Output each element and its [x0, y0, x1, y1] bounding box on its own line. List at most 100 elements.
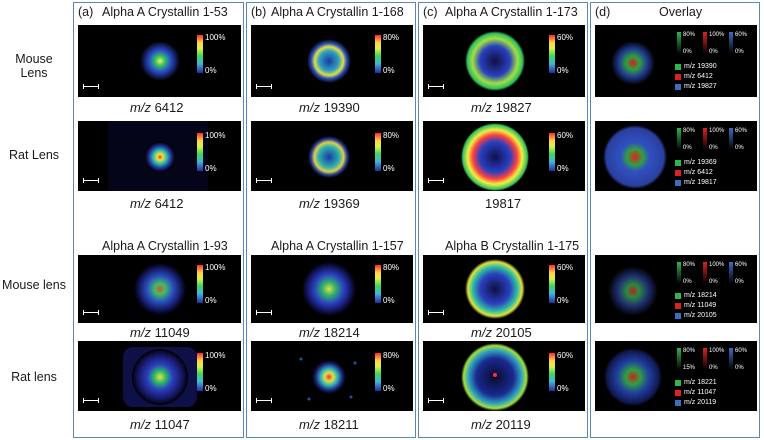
msi-image: 80% 0% [251, 121, 413, 191]
scale-min-label: 0% [557, 66, 569, 75]
scale-bar [256, 310, 272, 315]
scale-label: 0% [709, 49, 718, 55]
panel-title: Alpha A Crystallin 1-93 [102, 239, 228, 253]
scale-min-label: 0% [383, 164, 395, 173]
scale-bar [83, 178, 99, 183]
mz-caption: m/z 6412 [130, 196, 184, 211]
scale-bar [428, 84, 444, 89]
mz-caption: m/z 18214 [299, 325, 360, 340]
color-scale [549, 35, 555, 73]
color-scale [549, 353, 555, 391]
scale-min-label: 0% [205, 164, 217, 173]
scale-bar [428, 398, 444, 403]
scale-label: 0% [735, 279, 744, 285]
legend-item: m/z 19827 [675, 83, 717, 90]
panel-title: Alpha A Crystallin 1-157 [271, 239, 404, 253]
scale-label: 0% [709, 279, 718, 285]
row-label-rat-lens-1: Rat Lens [8, 148, 60, 162]
legend-item: m/z 11047 [675, 389, 716, 396]
color-scale [197, 353, 203, 391]
mz-caption: m/z 19390 [299, 100, 360, 115]
scale-max-label: 100% [205, 263, 226, 272]
scale-min-label: 0% [205, 66, 217, 75]
msi-image: 100% 0% [78, 121, 241, 191]
red-scale [703, 32, 707, 54]
panel-title: Alpha B Crystallin 1-175 [445, 239, 580, 253]
color-scale [549, 133, 555, 171]
color-scale [549, 265, 555, 303]
scale-label: 100% [709, 262, 725, 268]
msi-image: 100% 0% [78, 341, 241, 411]
blue-scale [729, 32, 733, 54]
row-label-rat-lens-2: Rat lens [11, 370, 57, 384]
legend-item: m/z 6412 [675, 169, 713, 176]
color-scale [197, 265, 203, 303]
scale-max-label: 60% [557, 131, 574, 140]
mz-caption: m/z 19369 [299, 196, 360, 211]
scale-label: 60% [735, 348, 748, 354]
panel-title: Overlay [659, 5, 703, 19]
legend-item: m/z 11049 [675, 302, 716, 309]
scale-min-label: 0% [205, 384, 217, 393]
mz-caption: m/z 20105 [471, 325, 532, 340]
mz-caption: m/z 19827 [471, 100, 532, 115]
scale-label: 0% [735, 49, 744, 55]
overlay-image: 80% 15% 100% 0% 60% 0% m/z 18221 m/z 110… [595, 341, 757, 411]
legend-item: m/z 6412 [675, 73, 713, 80]
scale-max-label: 80% [383, 263, 400, 272]
panel-title: Alpha A Crystallin 1-173 [445, 5, 578, 19]
legend-item: m/z 20105 [675, 312, 717, 319]
legend-item: m/z 19390 [675, 63, 717, 70]
scale-bar [428, 310, 444, 315]
mz-caption: 19817 [485, 196, 522, 211]
blue-scale [729, 128, 733, 150]
scale-max-label: 100% [205, 131, 226, 140]
scale-bar [83, 398, 99, 403]
color-scale [375, 353, 381, 391]
color-scale [197, 35, 203, 73]
overlay-image: 80% 0% 100% 0% 60% 0% m/z 19390 m/z 6412… [595, 25, 757, 97]
msi-image: 80% 0% [251, 341, 413, 411]
scale-bar [428, 178, 444, 183]
scale-label: 80% [683, 128, 696, 134]
scale-max-label: 100% [205, 351, 226, 360]
scale-min-label: 0% [383, 66, 395, 75]
red-scale [703, 128, 707, 150]
scale-max-label: 100% [205, 33, 226, 42]
panel-b: (b) Alpha A Crystallin 1-168 Alpha A Cry… [246, 2, 416, 438]
scale-label: 100% [709, 128, 725, 134]
scale-label: 60% [735, 262, 748, 268]
scale-max-label: 80% [383, 351, 400, 360]
scale-label: 15% [683, 365, 696, 371]
scale-min-label: 0% [383, 296, 395, 305]
color-scale [375, 133, 381, 171]
msi-image: 60% 0% [423, 341, 585, 411]
scale-label: 0% [683, 145, 692, 151]
panel-letter: (d) [595, 5, 611, 19]
green-scale [677, 262, 681, 284]
msi-image: 100% 0% [78, 25, 241, 97]
scale-bar [83, 84, 99, 89]
legend-item: m/z 18214 [675, 292, 717, 299]
green-scale [677, 128, 681, 150]
color-scale [375, 265, 381, 303]
msi-image: 80% 0% [251, 25, 413, 97]
blue-scale [729, 262, 733, 284]
scale-min-label: 0% [557, 164, 569, 173]
panel-letter: (a) [78, 5, 94, 19]
msi-image: 60% 0% [423, 255, 585, 323]
legend-item: m/z 20119 [675, 399, 716, 406]
row-label-mouse-lens-2: Mouse lens [2, 278, 66, 292]
scale-label: 0% [735, 365, 744, 371]
scale-bar [256, 178, 272, 183]
overlay-image: 80% 0% 100% 0% 60% 0% m/z 18214 m/z 1104… [595, 255, 757, 323]
scale-bar [256, 84, 272, 89]
scale-max-label: 60% [557, 263, 574, 272]
scale-label: 60% [735, 128, 748, 134]
panel-c: (c) Alpha A Crystallin 1-173 Alpha B Cry… [418, 2, 588, 438]
scale-bar [256, 398, 272, 403]
scale-label: 0% [709, 145, 718, 151]
legend-item: m/z 18221 [675, 379, 717, 386]
scale-label: 80% [683, 32, 696, 38]
blue-scale [729, 348, 733, 370]
